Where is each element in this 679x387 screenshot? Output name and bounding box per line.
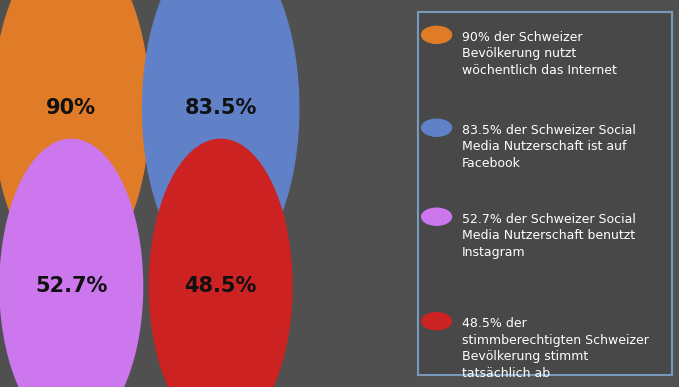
Polygon shape (149, 139, 292, 387)
Text: 90%: 90% (46, 98, 96, 118)
Text: 48.5%: 48.5% (185, 276, 257, 296)
Circle shape (422, 119, 452, 136)
Circle shape (422, 313, 452, 330)
Polygon shape (0, 139, 143, 387)
Circle shape (422, 208, 452, 225)
Text: 48.5% der
stimmberechtigten Schweizer
Bevölkerung stimmt
tatsächlich ab: 48.5% der stimmberechtigten Schweizer Be… (462, 317, 648, 380)
FancyBboxPatch shape (418, 12, 672, 375)
Polygon shape (143, 0, 299, 275)
Text: 83.5% der Schweizer Social
Media Nutzerschaft ist auf
Facebook: 83.5% der Schweizer Social Media Nutzers… (462, 124, 636, 170)
Text: 52.7% der Schweizer Social
Media Nutzerschaft benutzt
Instagram: 52.7% der Schweizer Social Media Nutzers… (462, 213, 636, 259)
Text: 52.7%: 52.7% (35, 276, 107, 296)
Text: 83.5%: 83.5% (185, 98, 257, 118)
Circle shape (422, 26, 452, 43)
Polygon shape (0, 0, 149, 275)
Text: 90% der Schweizer
Bevölkerung nutzt
wöchentlich das Internet: 90% der Schweizer Bevölkerung nutzt wöch… (462, 31, 617, 77)
